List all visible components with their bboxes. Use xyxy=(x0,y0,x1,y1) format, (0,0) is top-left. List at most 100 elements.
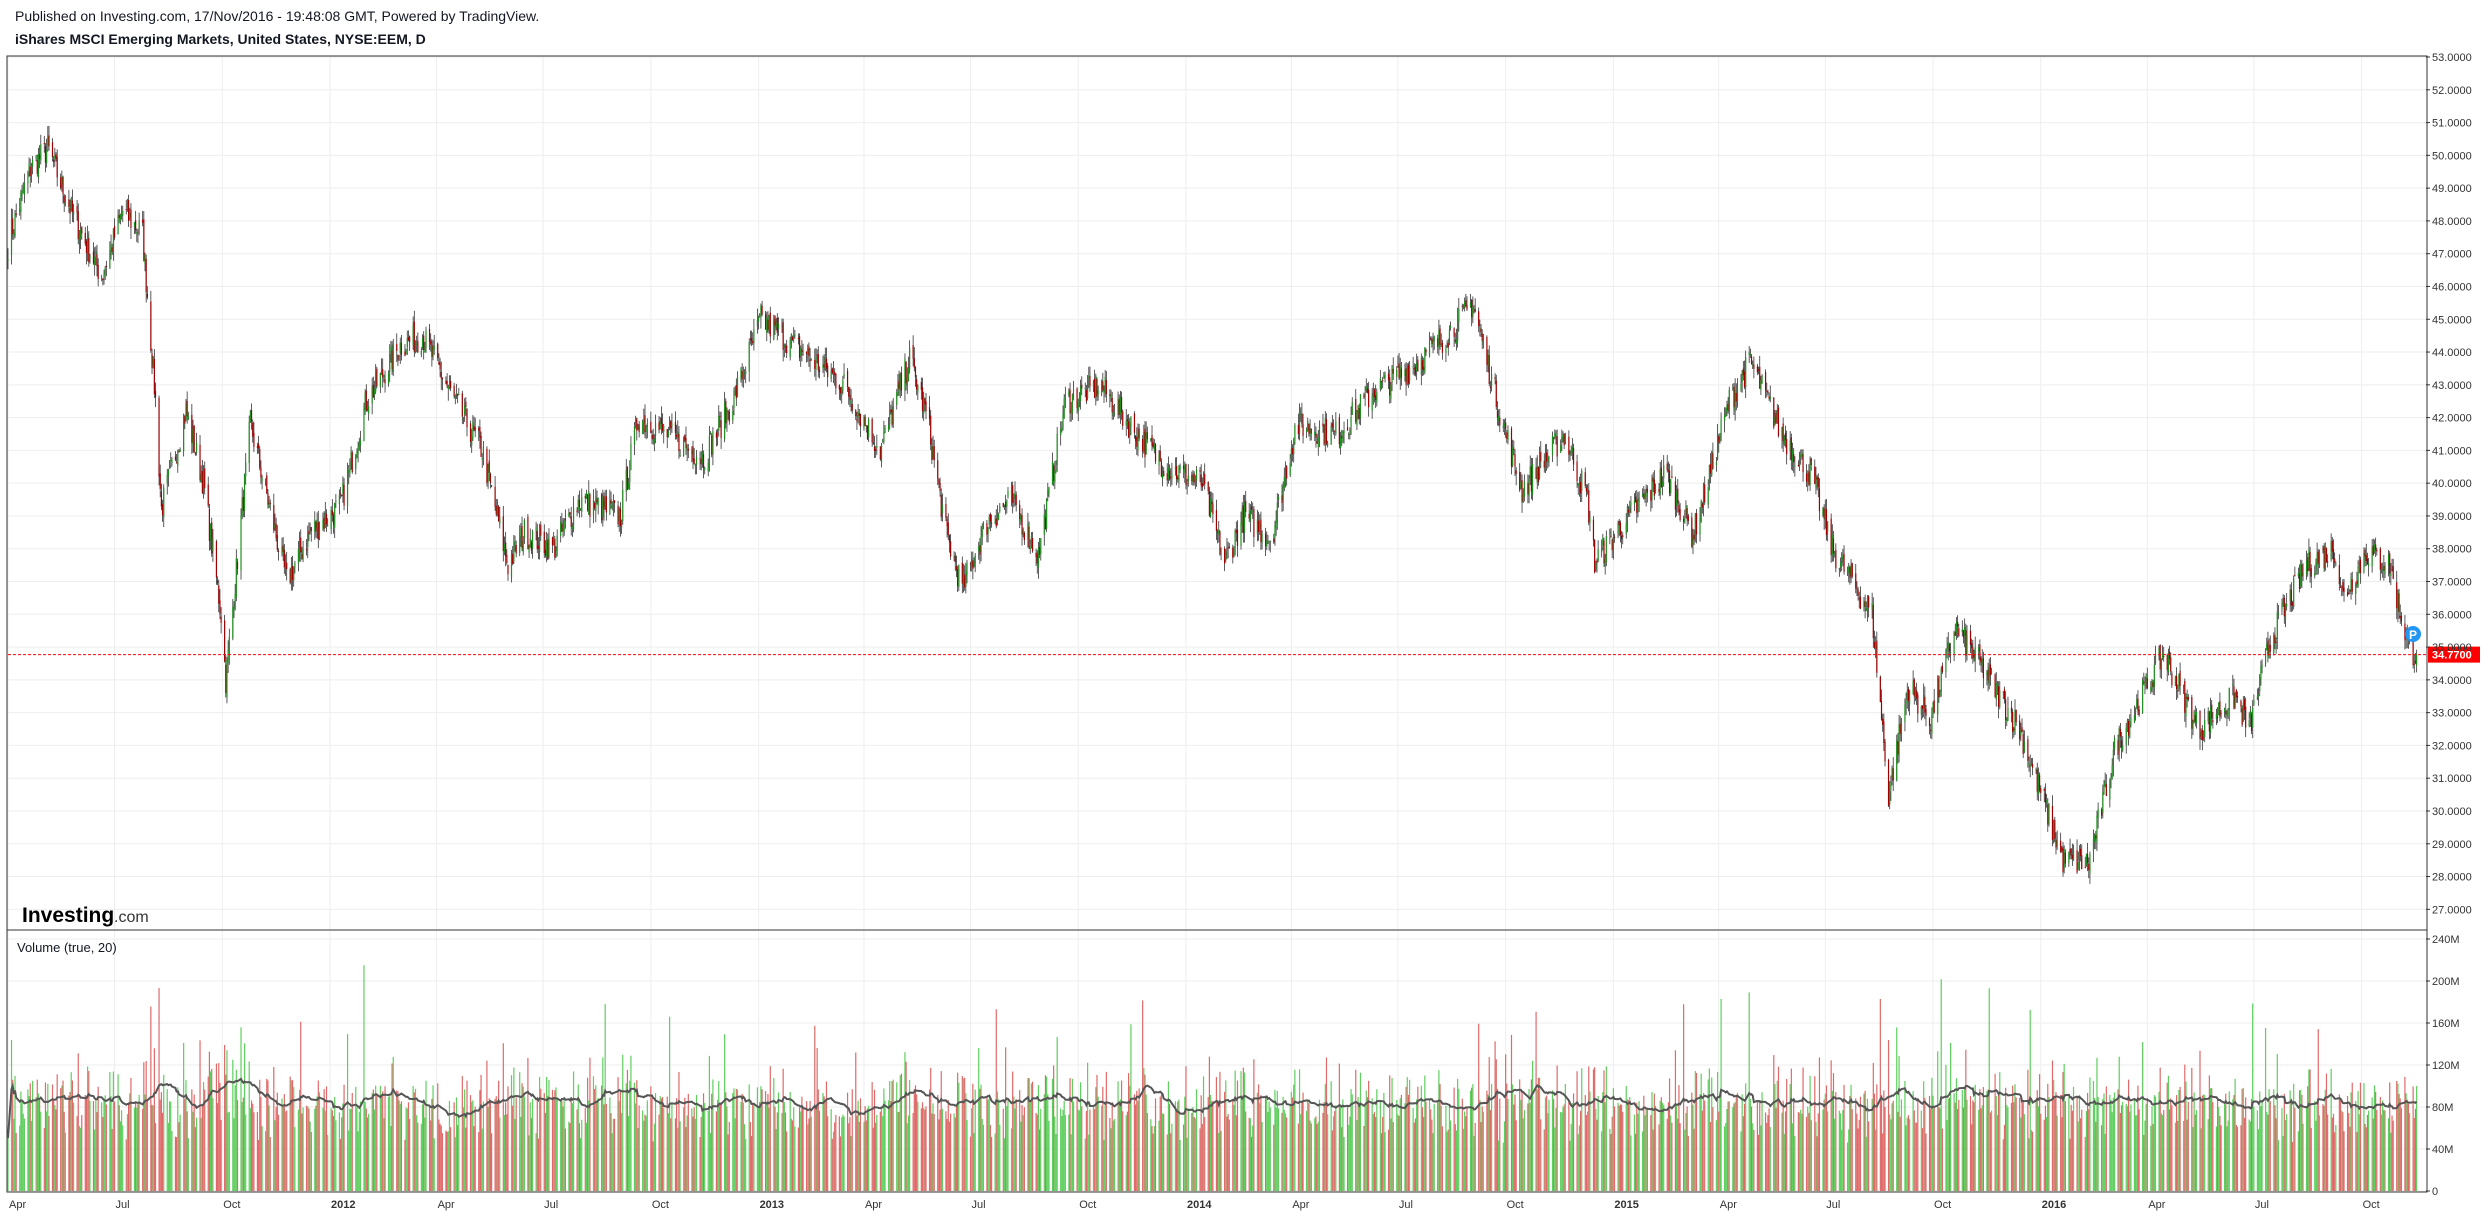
volume-bar xyxy=(192,1111,194,1191)
candle xyxy=(1978,644,1980,660)
volume-bar xyxy=(652,1141,654,1191)
candle xyxy=(2081,844,2083,870)
volume-bar xyxy=(1135,1104,1137,1191)
volume-bar xyxy=(661,1097,664,1191)
volume-bar xyxy=(1651,1091,1653,1191)
candle xyxy=(151,348,153,375)
volume-bar xyxy=(987,1099,989,1191)
volume-bar xyxy=(1192,1107,1194,1191)
volume-bar xyxy=(1081,1106,1083,1191)
volume-bar xyxy=(564,1128,566,1191)
candle xyxy=(2416,649,2418,673)
candle xyxy=(1359,393,1362,426)
candle xyxy=(2338,554,2340,591)
candle xyxy=(2068,851,2070,867)
volume-bar xyxy=(391,1063,393,1191)
volume-bar xyxy=(1822,1109,1824,1191)
candle xyxy=(1548,456,1550,467)
volume-bar xyxy=(1309,1120,1311,1191)
volume-bar xyxy=(2150,1125,2152,1191)
volume-bar xyxy=(2383,1110,2385,1191)
volume-bar xyxy=(1693,1128,1695,1191)
volume-bar xyxy=(974,1089,976,1191)
volume-bar xyxy=(2013,1102,2015,1191)
volume-bar xyxy=(269,1136,271,1191)
volume-bar xyxy=(1453,1087,1455,1191)
candle xyxy=(734,386,736,396)
candle xyxy=(109,241,111,270)
candle xyxy=(724,391,726,443)
candle xyxy=(2137,690,2139,716)
volume-bar xyxy=(1768,1108,1770,1191)
volume-bar xyxy=(194,1127,196,1191)
volume-bar xyxy=(317,1080,319,1191)
volume-bar xyxy=(1216,1102,1219,1191)
candle xyxy=(1433,335,1435,351)
volume-bar xyxy=(2183,1120,2185,1191)
volume-bar xyxy=(1515,1120,1517,1191)
logo-text: Investing xyxy=(22,904,114,927)
candle xyxy=(510,549,513,583)
volume-bar xyxy=(1999,1072,2001,1191)
price-tick-label: 50.0000 xyxy=(2432,150,2472,162)
p-marker-icon[interactable]: P xyxy=(2405,626,2421,642)
candle xyxy=(1890,775,1892,801)
volume-bar xyxy=(775,1129,777,1191)
candle xyxy=(2397,589,2399,623)
candle xyxy=(913,347,915,372)
volume-bar xyxy=(44,1082,47,1191)
candle xyxy=(414,340,417,354)
candle xyxy=(897,373,899,397)
candle xyxy=(1687,513,1689,525)
candle xyxy=(2286,592,2288,611)
volume-bar xyxy=(1873,1093,1876,1191)
candle xyxy=(2291,600,2294,612)
candle xyxy=(286,551,288,581)
candle xyxy=(2266,637,2268,651)
volume-bar xyxy=(2379,1096,2381,1191)
candle xyxy=(661,413,664,433)
volume-bar xyxy=(1576,1071,1578,1191)
volume-bar xyxy=(1659,1100,1661,1191)
volume-bar xyxy=(1127,1073,1130,1191)
volume-bar xyxy=(1741,1094,1743,1191)
candle xyxy=(2225,703,2227,719)
candle xyxy=(2022,729,2024,758)
volume-bar xyxy=(480,1074,482,1191)
volume-bar xyxy=(982,1124,984,1191)
candle xyxy=(424,341,426,353)
candle xyxy=(1283,467,1285,492)
volume-bar xyxy=(1666,1118,1668,1191)
time-tick-label: Apr xyxy=(865,1199,882,1211)
price-panel[interactable] xyxy=(6,55,2428,931)
candle xyxy=(21,184,23,201)
volume-bar xyxy=(546,1076,548,1191)
candle xyxy=(2290,582,2292,612)
volume-bar xyxy=(687,1093,689,1191)
candle xyxy=(1941,662,1943,674)
volume-bar xyxy=(137,1104,139,1191)
volume-bar xyxy=(1595,1108,1597,1191)
time-tick-label: Apr xyxy=(9,1199,26,1211)
volume-bar xyxy=(579,1138,582,1191)
volume-tick-label: 80M xyxy=(2432,1102,2453,1114)
candle xyxy=(630,436,632,471)
volume-bar xyxy=(1896,1027,1898,1191)
volume-bar xyxy=(2302,1123,2304,1191)
volume-bar xyxy=(466,1080,468,1191)
volume-bar xyxy=(465,1127,467,1191)
volume-bar xyxy=(735,1088,737,1191)
candle xyxy=(1609,528,1611,545)
candle xyxy=(928,395,931,426)
candle xyxy=(274,513,276,531)
volume-bar xyxy=(776,1112,778,1191)
candle xyxy=(1409,360,1411,385)
candle xyxy=(1702,482,1705,517)
candle xyxy=(1398,352,1400,380)
candle xyxy=(1891,765,1893,786)
volume-bar xyxy=(1733,1103,1735,1191)
candle xyxy=(732,405,734,424)
candle xyxy=(757,315,760,330)
volume-bar xyxy=(2290,1098,2292,1191)
